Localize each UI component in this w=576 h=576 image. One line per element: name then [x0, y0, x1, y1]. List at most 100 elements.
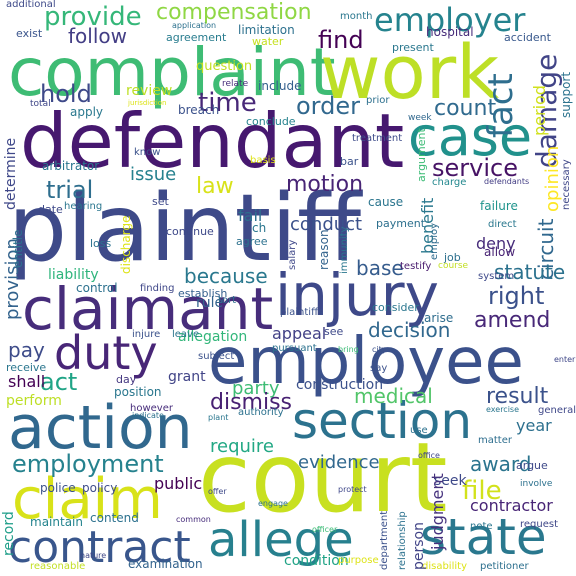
word-know: know: [134, 147, 161, 158]
word-duty: duty: [54, 326, 158, 380]
word-water: water: [252, 35, 284, 48]
word-contract: contract: [8, 522, 191, 573]
word-perform: perform: [6, 393, 62, 409]
word-jurisdiction: jurisdiction: [128, 99, 167, 107]
word-indicate: indicate: [132, 411, 164, 420]
word-establish: establish: [178, 287, 228, 300]
word-arbitrator: arbitrator: [42, 159, 100, 173]
word-pursuant: pursuant: [272, 343, 317, 354]
word-amend: amend: [474, 308, 551, 333]
word-payment: payment: [376, 217, 426, 230]
word-control: control: [76, 281, 118, 295]
word-provide: provide: [44, 2, 142, 32]
word-party: party: [232, 378, 280, 399]
word-pay: pay: [8, 338, 45, 362]
word-judgment: judgment: [428, 473, 447, 550]
word-continue: continue: [166, 225, 214, 238]
word-involve: involve: [520, 479, 553, 489]
word-conclude: conclude: [246, 115, 296, 128]
word-common: common: [176, 515, 211, 524]
word-support: support: [559, 71, 573, 118]
word-plaintiff: plaintiff: [8, 174, 362, 282]
word-shall: shall: [8, 372, 46, 391]
word-limitation: limitation: [238, 23, 295, 37]
word-however: however: [130, 403, 173, 414]
word-year: year: [516, 416, 552, 435]
word-statute: statute: [494, 260, 566, 284]
word-act: act: [40, 368, 78, 396]
word-motion: motion: [286, 172, 364, 197]
word-question: question: [196, 59, 253, 74]
word-allege: allege: [208, 512, 354, 568]
word-leave: leave: [172, 329, 200, 340]
word-charge: charge: [432, 177, 467, 188]
word-appeal: appeal: [272, 324, 327, 343]
word-section: section: [292, 392, 473, 450]
word-relationship: relationship: [397, 511, 408, 570]
word-public: public: [154, 474, 203, 493]
word-contractor: contractor: [470, 496, 553, 515]
word-enter: enter: [554, 355, 576, 364]
word-hold: hold: [40, 80, 92, 108]
word-set: set: [152, 195, 169, 208]
word-claim: claim: [12, 467, 163, 532]
word-record: record: [1, 511, 17, 556]
word-police: police: [40, 481, 76, 495]
word-find: find: [318, 26, 364, 54]
word-time: time: [198, 88, 257, 118]
word-present: present: [392, 41, 434, 54]
word-policy: policy: [82, 481, 118, 495]
word-fail: fail: [238, 206, 263, 225]
word-necessary: necessary: [561, 159, 572, 210]
word-work: work: [320, 30, 500, 116]
word-purpose: purpose: [338, 555, 379, 566]
word-compensation: compensation: [156, 0, 312, 25]
word-cause: cause: [368, 195, 404, 209]
word-exercise: exercise: [486, 405, 520, 414]
word-subject: subject: [198, 351, 235, 362]
word-law: law: [196, 174, 234, 199]
word-period: period: [530, 85, 549, 136]
word-job: job: [444, 251, 461, 264]
word-agree: agree: [236, 235, 268, 248]
word-count: count: [434, 96, 497, 121]
word-liability: liability: [48, 267, 99, 283]
word-general: general: [538, 405, 576, 416]
word-employer: employer: [374, 1, 526, 39]
word-conduct: conduct: [290, 214, 363, 235]
word-person: person: [411, 522, 427, 570]
word-discharge: discharge: [119, 215, 133, 274]
word-action: action: [8, 393, 193, 463]
word-offer: offer: [208, 487, 227, 496]
word-accident: accident: [504, 31, 551, 44]
word-bring: bring: [338, 345, 359, 354]
word-loss: loss: [90, 237, 112, 250]
word-city: city: [372, 345, 387, 354]
word-matter: matter: [478, 435, 512, 446]
word-defendant: defendant: [20, 97, 405, 185]
word-salary: salary: [287, 239, 298, 270]
word-receive: receive: [6, 361, 47, 374]
word-failure: failure: [480, 199, 518, 213]
word-day: day: [116, 373, 137, 386]
word-seek: seek: [434, 473, 467, 489]
word-arise: arise: [424, 311, 454, 325]
word-trial: trial: [46, 176, 94, 204]
word-disability: disability: [422, 561, 467, 572]
word-reasonable: reasonable: [30, 561, 86, 572]
word-medical: medical: [354, 384, 433, 408]
word-allegation: allegation: [178, 329, 248, 345]
word-month: month: [340, 11, 373, 22]
word-additional: additional: [6, 0, 56, 10]
word-immunity: immunity: [339, 226, 350, 274]
word-note: note: [470, 521, 493, 532]
word-apply: apply: [70, 105, 104, 119]
word-petitioner: petitioner: [480, 561, 529, 572]
word-injury: injury: [275, 261, 439, 329]
word-dismiss: dismiss: [210, 390, 293, 415]
word-system: system: [478, 271, 515, 282]
word-treatment: treatment: [352, 133, 403, 144]
word-rule: rule: [196, 295, 224, 311]
word-allow: allow: [484, 245, 516, 259]
word-see: see: [324, 325, 344, 338]
